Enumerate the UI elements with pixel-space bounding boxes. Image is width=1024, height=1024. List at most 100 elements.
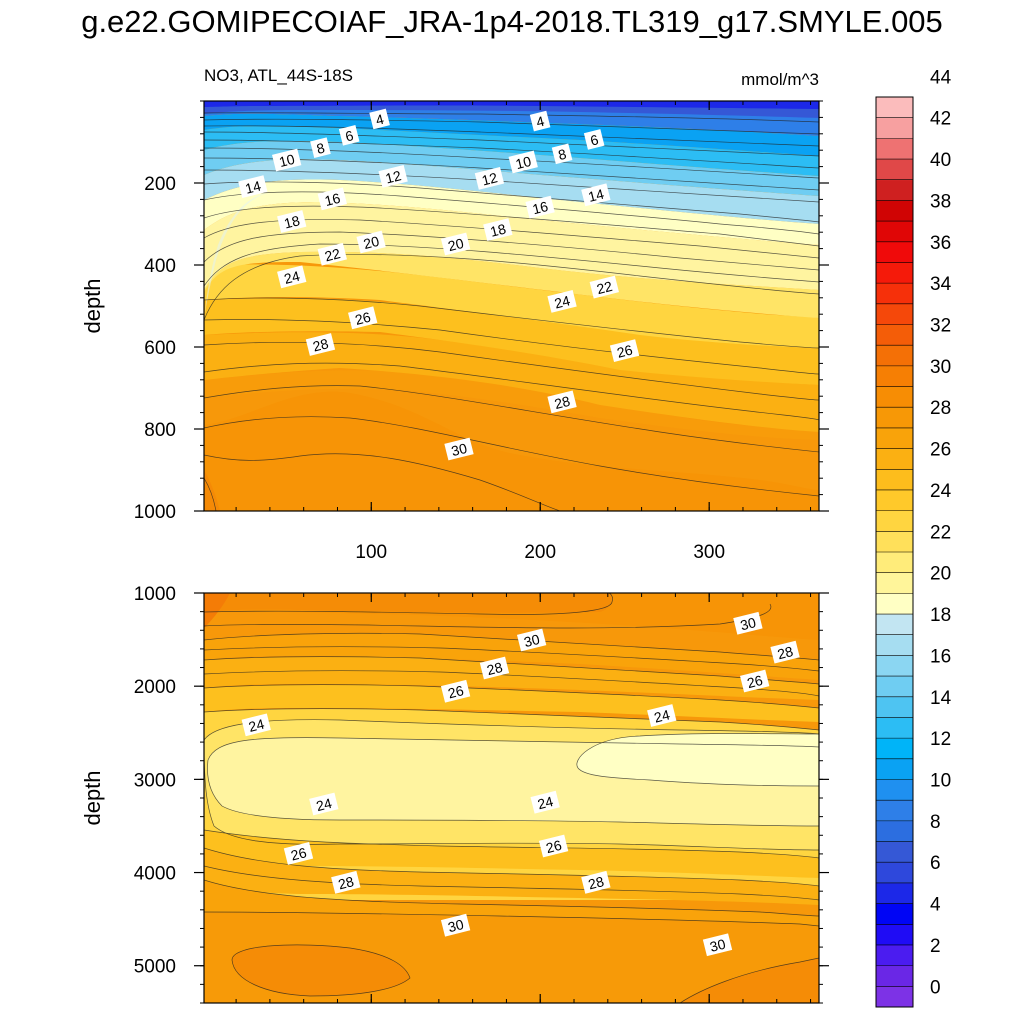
contour-label: 22 — [317, 242, 347, 266]
colorbar-label: 4 — [930, 895, 941, 916]
contour-label: 8 — [310, 137, 331, 158]
svg-text:28: 28 — [776, 643, 795, 662]
svg-text:6: 6 — [344, 127, 356, 144]
y-tick-label: 400 — [144, 256, 176, 277]
svg-text:12: 12 — [384, 167, 403, 186]
svg-text:26: 26 — [544, 837, 563, 856]
colorbar-swatch — [876, 386, 913, 408]
svg-text:10: 10 — [514, 153, 533, 172]
colorbar-label: 16 — [930, 646, 951, 667]
svg-text:4: 4 — [535, 113, 547, 130]
colorbar-swatch — [876, 614, 913, 636]
contour-label: 28 — [547, 390, 577, 414]
svg-text:24: 24 — [282, 268, 301, 287]
contour-label: 16 — [317, 187, 347, 211]
colorbar-label: 28 — [930, 398, 951, 419]
contour-label: 24 — [547, 290, 577, 313]
colorbar-swatch — [876, 510, 913, 532]
colorbar-swatch — [876, 365, 913, 387]
colorbar-label: 0 — [930, 977, 941, 998]
contour-label: 22 — [589, 275, 619, 299]
top-contour-fill — [204, 101, 819, 511]
colorbar-label: 8 — [930, 812, 941, 833]
y-tick-label: 5000 — [134, 957, 176, 978]
svg-text:20: 20 — [446, 235, 465, 254]
colorbar-swatch — [876, 97, 913, 119]
y-tick-label: 1000 — [134, 584, 176, 605]
svg-text:26: 26 — [615, 341, 634, 360]
colorbar-swatch — [876, 241, 913, 263]
svg-text:22: 22 — [595, 278, 614, 297]
colorbar-swatch — [876, 944, 913, 967]
svg-text:20: 20 — [362, 233, 381, 252]
colorbar-swatch — [876, 179, 913, 201]
colorbar-label: 34 — [930, 274, 952, 295]
colorbar: 0246810121416182022242628303234363840424… — [875, 67, 952, 1008]
contour-label: 24 — [647, 704, 677, 727]
colorbar-swatch — [876, 986, 913, 1008]
colorbar-swatch — [876, 221, 913, 243]
top-ticks: 100 200 300 200 400 600 800 1000 — [134, 100, 829, 563]
y-tick-label: 600 — [144, 338, 176, 359]
contour-label: 26 — [348, 306, 378, 330]
contour-label: 26 — [538, 834, 569, 858]
contour-label: 24 — [309, 792, 339, 816]
colorbar-swatch — [876, 696, 913, 718]
contour-label: 14 — [581, 183, 611, 207]
contour-label: 24 — [530, 790, 560, 814]
bottom-contour-fill — [204, 593, 819, 1003]
y-tick-label: 1000 — [134, 502, 176, 523]
svg-text:22: 22 — [323, 245, 342, 264]
svg-text:28: 28 — [553, 393, 572, 412]
colorbar-label: 22 — [930, 522, 951, 543]
x-tick-label: 100 — [355, 542, 387, 563]
colorbar-swatch — [876, 862, 913, 884]
svg-text:16: 16 — [323, 190, 342, 209]
colorbar-swatch — [876, 903, 913, 925]
contour-label: 18 — [483, 218, 513, 242]
contour-label: 26 — [609, 339, 640, 363]
colorbar-swatch — [876, 262, 913, 284]
y-tick-label: 4000 — [134, 864, 176, 885]
contour-label: 30 — [733, 611, 763, 635]
svg-text:30: 30 — [739, 614, 758, 633]
svg-text:30: 30 — [522, 631, 541, 650]
bottom-ticks: 1000 2000 3000 4000 5000 — [134, 584, 829, 1004]
svg-text:30: 30 — [708, 936, 727, 955]
contour-label: 20 — [356, 230, 386, 254]
svg-text:30: 30 — [450, 440, 469, 459]
contour-label: 24 — [241, 713, 271, 737]
colorbar-swatch — [876, 489, 913, 512]
colorbar-swatch — [876, 117, 913, 139]
colorbar-swatch — [876, 924, 913, 946]
contour-label: 18 — [277, 210, 307, 233]
colorbar-label: 18 — [930, 605, 951, 626]
contour-label: 30 — [516, 628, 547, 652]
contour-label: 6 — [583, 129, 605, 150]
contour-label: 30 — [444, 437, 474, 461]
colorbar-label: 14 — [930, 688, 952, 709]
contour-label: 28 — [305, 333, 336, 356]
contour-label: 12 — [378, 164, 408, 188]
svg-text:24: 24 — [314, 795, 333, 814]
svg-text:18: 18 — [282, 212, 301, 231]
svg-text:14: 14 — [244, 177, 263, 196]
svg-text:24: 24 — [652, 706, 671, 725]
svg-text:26: 26 — [353, 309, 372, 328]
svg-text:8: 8 — [556, 146, 568, 163]
contour-label: 4 — [369, 108, 390, 130]
contour-label: 16 — [525, 195, 555, 219]
svg-text:26: 26 — [745, 672, 764, 691]
colorbar-label: 26 — [930, 440, 951, 461]
svg-text:30: 30 — [446, 916, 465, 935]
y-tick-label: 2000 — [134, 677, 176, 698]
colorbar-swatch — [876, 676, 913, 698]
colorbar-swatch — [876, 427, 913, 449]
contour-label: 12 — [474, 167, 505, 190]
colorbar-swatch — [876, 572, 913, 594]
colorbar-swatch — [876, 200, 913, 222]
colorbar-swatch — [876, 655, 913, 677]
top-y-axis-label: depth — [80, 278, 105, 333]
